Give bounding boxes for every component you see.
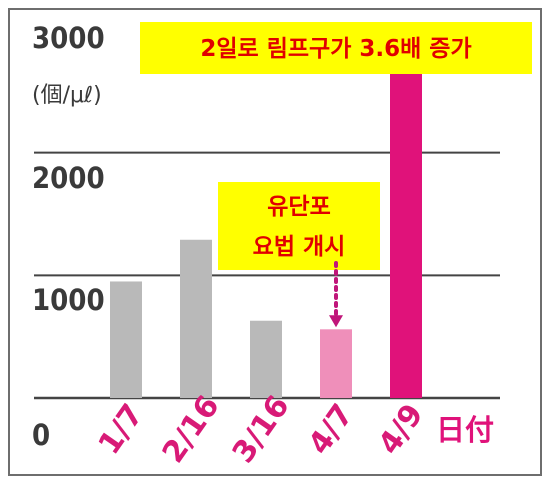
y-tick-labels: 0 1000 2000 3000	[32, 21, 105, 452]
x-axis-title: 日付	[436, 413, 494, 447]
annotation-line-1: 유단포	[267, 194, 330, 220]
y-tick-label: 3000	[32, 21, 105, 55]
title-banner-box	[140, 22, 532, 74]
bar-chart: 0 1000 2000 3000 (個/μℓ) 1/7 2/16 3/16 4/7 4/9 日…	[32, 21, 532, 470]
annotation-line-2: 요법 개시	[253, 234, 346, 260]
annotation-box	[218, 182, 380, 270]
x-tick-label: 1/7	[92, 398, 151, 461]
bar	[180, 239, 212, 398]
bar	[320, 329, 352, 398]
arrowhead-icon	[329, 315, 343, 328]
y-axis-unit-label: (個/μℓ)	[32, 83, 102, 108]
x-tick-label: 4/9	[372, 398, 431, 461]
x-tick-label: 2/16	[156, 389, 227, 469]
title-banner: 2일로 림프구가 3.6배 증가	[140, 22, 532, 74]
y-tick-label: 1000	[32, 283, 105, 317]
y-tick-label: 0	[32, 418, 50, 452]
annotation: 유단포 요법 개시	[218, 182, 380, 328]
x-tick-label: 4/7	[302, 398, 361, 461]
chart-frame: 0 1000 2000 3000 (個/μℓ) 1/7 2/16 3/16 4/7 4/9 日…	[8, 8, 542, 476]
bars	[110, 69, 422, 399]
bar	[110, 281, 142, 398]
x-tick-labels: 1/7 2/16 3/16 4/7 4/9	[92, 389, 431, 469]
x-tick-label: 3/16	[226, 389, 297, 469]
y-tick-label: 2000	[32, 161, 105, 195]
bar	[250, 320, 282, 398]
chart-title: 2일로 림프구가 3.6배 증가	[200, 36, 471, 62]
bar	[390, 69, 422, 399]
